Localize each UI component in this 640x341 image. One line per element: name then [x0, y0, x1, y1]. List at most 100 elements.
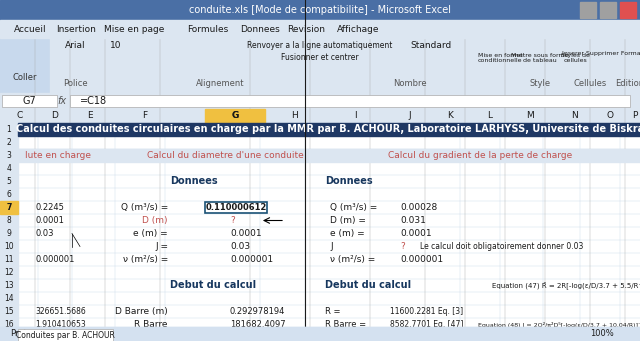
Text: M: M: [526, 112, 534, 120]
Text: Revision: Revision: [287, 25, 326, 33]
Text: 14: 14: [4, 294, 14, 303]
Text: D (m): D (m): [143, 216, 168, 225]
Text: J: J: [409, 112, 412, 120]
Text: 326651.5686: 326651.5686: [35, 307, 86, 316]
Text: 0.000001: 0.000001: [230, 255, 273, 264]
Text: O: O: [607, 112, 614, 120]
Bar: [0, 20, 640, 38]
Text: 3: 3: [6, 151, 12, 160]
Text: ?: ?: [400, 242, 404, 251]
Text: fx: fx: [58, 96, 67, 106]
Text: C: C: [17, 112, 23, 120]
Bar: [0, 201, 18, 214]
Text: Edition: Edition: [616, 78, 640, 88]
Bar: [2, 95, 57, 107]
Text: P: P: [632, 112, 637, 120]
Bar: [620, 2, 636, 18]
Text: R Barre: R Barre: [134, 320, 168, 329]
Text: G: G: [232, 112, 239, 120]
Text: Formules: Formules: [188, 25, 228, 33]
Text: e (m) =: e (m) =: [133, 229, 168, 238]
Text: ?: ?: [230, 216, 235, 225]
Text: Insertion: Insertion: [56, 25, 97, 33]
Text: Calcul des conduites circulaires en charge par la MMR par B. ACHOUR, Laboratoire: Calcul des conduites circulaires en char…: [16, 124, 640, 134]
Text: D: D: [52, 112, 58, 120]
Text: 5: 5: [6, 177, 12, 186]
Text: 10: 10: [110, 42, 122, 50]
Text: 0.292978194: 0.292978194: [230, 307, 285, 316]
Text: 0.771850796: 0.771850796: [230, 333, 285, 341]
Text: I: I: [354, 112, 356, 120]
Text: Conduites par B. ACHOUR: Conduites par B. ACHOUR: [15, 330, 115, 340]
Text: =C18: =C18: [80, 96, 107, 106]
Bar: [18, 149, 640, 162]
Text: Accueil: Accueil: [13, 25, 46, 33]
Text: R =: R =: [325, 307, 340, 316]
Text: ν (m²/s) =: ν (m²/s) =: [123, 255, 168, 264]
Text: ν (m²/s) =: ν (m²/s) =: [330, 255, 375, 264]
Text: 0.03: 0.03: [230, 242, 250, 251]
Text: Debut du calcul: Debut du calcul: [170, 281, 256, 291]
Text: Calcul du gradient de la perte de charge: Calcul du gradient de la perte de charge: [388, 151, 572, 160]
Text: 0.03: 0.03: [35, 229, 54, 238]
Text: 10: 10: [4, 242, 14, 251]
Text: 0.03454838 Eq. [24]: 0.03454838 Eq. [24]: [390, 333, 468, 341]
Text: Donnees: Donnees: [325, 177, 372, 187]
Text: 8582.7701 Eq. [47]: 8582.7701 Eq. [47]: [390, 320, 463, 329]
Text: 181682.4097: 181682.4097: [230, 320, 285, 329]
Text: G: G: [231, 112, 239, 120]
Text: 8: 8: [6, 216, 12, 225]
Text: Styles de
cellules: Styles de cellules: [561, 53, 589, 63]
Text: 0.0001: 0.0001: [35, 216, 64, 225]
Bar: [0, 38, 640, 93]
Text: Cellules: Cellules: [573, 78, 607, 88]
Text: Mise en page: Mise en page: [104, 25, 164, 33]
Text: Q (m³/s) =: Q (m³/s) =: [330, 203, 377, 212]
Text: D Barre (m): D Barre (m): [115, 307, 168, 316]
Text: 12: 12: [4, 268, 13, 277]
Text: 0.110000612: 0.110000612: [205, 203, 267, 212]
Text: E: E: [87, 112, 93, 120]
Text: 17: 17: [4, 333, 14, 341]
Text: Standard: Standard: [410, 42, 451, 50]
Text: 2: 2: [6, 138, 12, 147]
Bar: [0, 109, 640, 123]
Text: Donnees: Donnees: [240, 25, 280, 33]
Bar: [0, 93, 640, 109]
Text: 0.2245: 0.2245: [35, 203, 64, 212]
Bar: [205, 109, 265, 123]
Text: 0.000001: 0.000001: [400, 255, 443, 264]
Text: e (m) =: e (m) =: [330, 229, 365, 238]
Text: D (m) =: D (m) =: [330, 216, 366, 225]
Text: Renvoyer a la ligne automatiquement: Renvoyer a la ligne automatiquement: [247, 42, 393, 50]
Text: Coller: Coller: [13, 74, 37, 83]
Text: Nombre: Nombre: [393, 78, 427, 88]
Text: J =: J =: [155, 242, 168, 251]
Text: 13: 13: [4, 281, 14, 290]
Text: 0.000001: 0.000001: [35, 255, 74, 264]
Text: 11: 11: [4, 255, 13, 264]
Text: lute en charge: lute en charge: [25, 151, 91, 160]
Text: L: L: [488, 112, 493, 120]
Text: Police: Police: [63, 78, 87, 88]
Bar: [18, 123, 640, 341]
Bar: [50, 38, 180, 93]
Bar: [600, 2, 616, 18]
Text: Donnees: Donnees: [170, 177, 218, 187]
Text: 1: 1: [6, 125, 12, 134]
Text: Q (m³/s) =: Q (m³/s) =: [121, 203, 168, 212]
Bar: [0, 327, 640, 341]
Bar: [0, 109, 18, 341]
Text: Mise en forme
conditionnelle: Mise en forme conditionnelle: [477, 53, 522, 63]
Text: 7: 7: [6, 203, 12, 212]
Text: ν (sans unite): ν (sans unite): [106, 333, 168, 341]
Text: Equation (47) R̄ = 2R[-log(ε/D/3.7 + 5.5/R^0.9)]⁻¹: Equation (47) R̄ = 2R[-log(ε/D/3.7 + 5.5…: [492, 282, 640, 290]
Bar: [18, 329, 113, 341]
Text: 100%: 100%: [590, 329, 614, 339]
Text: K: K: [447, 112, 453, 120]
Bar: [70, 95, 630, 107]
Text: 0.031: 0.031: [400, 216, 426, 225]
Bar: [580, 2, 596, 18]
Bar: [205, 202, 267, 213]
Text: J: J: [330, 242, 333, 251]
